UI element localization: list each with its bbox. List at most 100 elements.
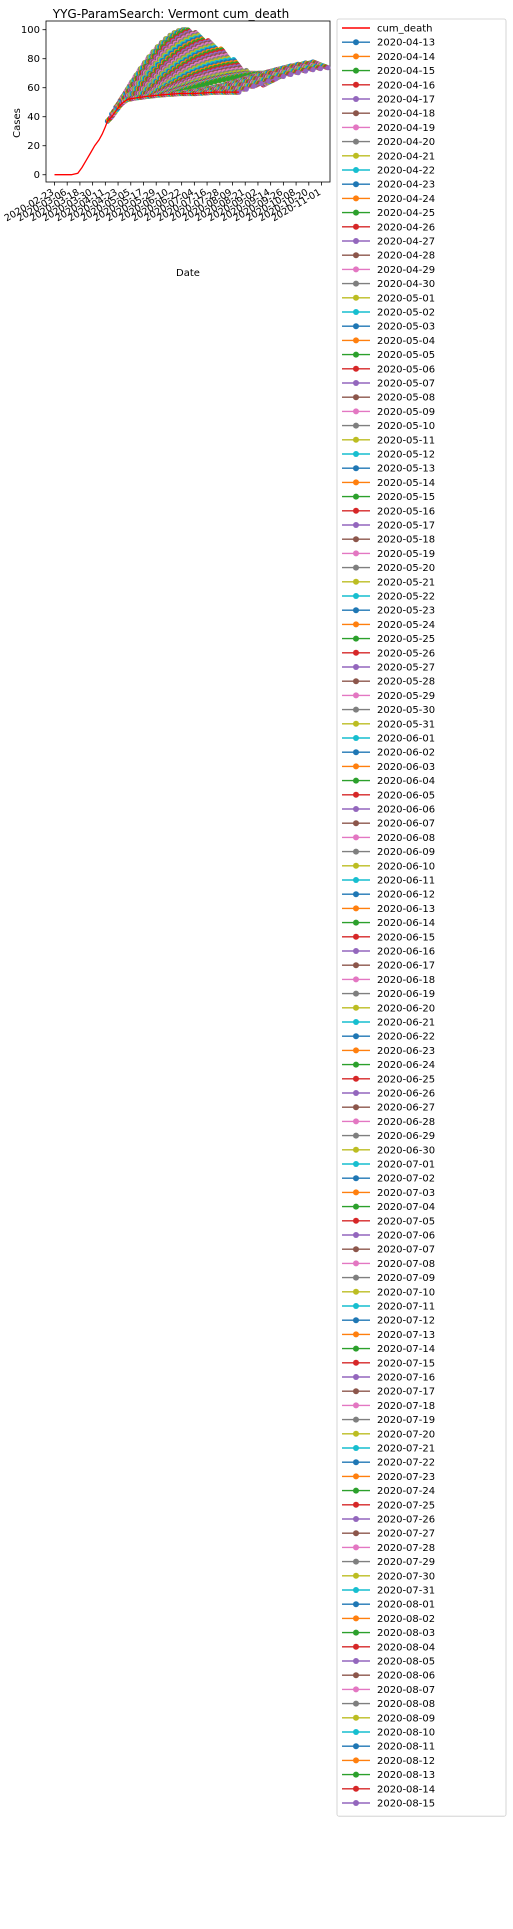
legend-marker — [353, 1019, 359, 1025]
legend-label: 2020-06-25 — [377, 1074, 435, 1085]
projection-series — [236, 65, 331, 95]
legend-entry: 2020-04-30 — [342, 279, 435, 290]
legend-entry: 2020-04-20 — [342, 137, 435, 148]
projection-point — [265, 78, 272, 84]
projection-point — [204, 81, 210, 87]
legend-marker — [353, 451, 359, 457]
legend-marker — [353, 536, 359, 543]
legend-marker — [353, 1161, 359, 1167]
legend-label: 2020-07-31 — [377, 1586, 435, 1597]
projection-point — [217, 77, 223, 83]
legend-label: 2020-06-07 — [377, 819, 435, 830]
legend-marker — [353, 1359, 359, 1366]
legend-marker — [353, 891, 359, 898]
legend-marker — [353, 195, 359, 202]
legend-label: 2020-08-14 — [377, 1784, 435, 1795]
legend-label: 2020-05-24 — [377, 620, 435, 631]
legend-label: 2020-05-17 — [377, 521, 435, 532]
legend-marker — [353, 749, 359, 756]
legend-entry: 2020-06-07 — [342, 819, 435, 830]
legend-entry: 2020-07-24 — [342, 1486, 435, 1497]
legend-marker — [353, 1303, 359, 1309]
legend-marker — [353, 1558, 359, 1565]
y-tick-label: 100 — [21, 25, 40, 36]
legend-marker — [353, 1288, 359, 1295]
legend-label: 2020-04-27 — [377, 237, 435, 248]
legend-entry: 2020-06-28 — [342, 1117, 435, 1128]
legend-label: 2020-04-20 — [377, 137, 435, 148]
legend-label: 2020-04-28 — [377, 251, 435, 262]
x-axis: 2020-02-232020-03-062020-03-182020-03-30… — [3, 182, 323, 224]
legend-label: 2020-05-29 — [377, 691, 435, 702]
legend-label: 2020-06-30 — [377, 1145, 435, 1156]
projection-point — [251, 83, 257, 89]
legend-entry: 2020-08-05 — [342, 1657, 435, 1668]
legend-label: 2020-06-12 — [377, 890, 435, 901]
legend-marker — [353, 1232, 359, 1238]
legend-marker — [353, 806, 359, 812]
legend-entry: 2020-06-14 — [342, 918, 435, 929]
legend-entry: 2020-06-20 — [342, 1003, 435, 1014]
legend-marker — [353, 1246, 359, 1253]
legend-marker — [353, 238, 359, 244]
legend-entry: 2020-07-05 — [342, 1216, 435, 1227]
legend-marker — [353, 1317, 359, 1324]
legend-marker — [353, 365, 359, 372]
legend-label: 2020-08-02 — [377, 1614, 435, 1625]
legend-marker — [353, 1445, 359, 1451]
legend-marker — [353, 1587, 359, 1593]
plot-area — [45, 20, 331, 183]
legend-entry: 2020-05-16 — [342, 506, 435, 517]
legend-entry: 2020-07-13 — [342, 1330, 435, 1341]
legend-entry: 2020-05-19 — [342, 549, 435, 560]
legend-marker — [353, 266, 359, 273]
legend-label: 2020-06-11 — [377, 876, 435, 887]
legend-label: 2020-05-19 — [377, 549, 435, 560]
y-axis-label: Cases — [12, 108, 23, 138]
legend-label: 2020-07-25 — [377, 1500, 435, 1511]
legend-marker — [353, 1800, 359, 1806]
legend-label: 2020-07-19 — [377, 1415, 435, 1426]
legend-marker — [353, 1146, 359, 1153]
legend-marker — [353, 323, 359, 330]
legend-entry: 2020-05-21 — [342, 577, 435, 588]
legend-marker — [353, 763, 359, 770]
legend-marker — [353, 436, 359, 443]
legend-entry: 2020-05-26 — [342, 648, 435, 659]
legend-label: 2020-04-17 — [377, 95, 435, 106]
legend-entry: 2020-06-17 — [342, 961, 435, 972]
legend-label: 2020-05-04 — [377, 336, 435, 347]
legend-label: 2020-04-16 — [377, 80, 435, 91]
legend-marker — [353, 181, 359, 188]
legend-marker — [353, 1459, 359, 1466]
legend-marker — [353, 607, 359, 614]
legend-marker — [353, 649, 359, 656]
legend-marker — [353, 209, 359, 216]
legend-marker — [353, 1274, 359, 1281]
legend-entry: 2020-07-25 — [342, 1500, 435, 1511]
projection-point — [221, 76, 227, 83]
legend-entry: 2020-04-17 — [342, 95, 435, 106]
legend-marker — [353, 294, 359, 301]
legend-entry: 2020-07-29 — [342, 1557, 435, 1568]
projection-point — [243, 86, 249, 92]
legend-entry: 2020-06-18 — [342, 975, 435, 986]
legend-marker — [353, 1516, 359, 1522]
legend-entry: 2020-05-17 — [342, 521, 435, 532]
plot-frame — [45, 20, 331, 183]
legend-marker — [353, 1501, 359, 1508]
legend-marker — [353, 337, 359, 344]
legend-marker — [353, 933, 359, 940]
legend-entry: cum_death — [342, 24, 432, 35]
legend-entry: 2020-05-01 — [342, 293, 435, 304]
legend-label: 2020-05-31 — [377, 719, 435, 730]
legend-entry: 2020-06-04 — [342, 776, 435, 787]
legend-label: 2020-06-20 — [377, 1003, 435, 1014]
legend-marker — [353, 1004, 359, 1011]
legend-entry: 2020-05-11 — [342, 435, 435, 446]
legend-entry: 2020-06-15 — [342, 932, 435, 943]
legend-marker — [353, 465, 359, 472]
legend-entry: 2020-05-10 — [342, 421, 435, 432]
legend-marker — [353, 735, 359, 741]
